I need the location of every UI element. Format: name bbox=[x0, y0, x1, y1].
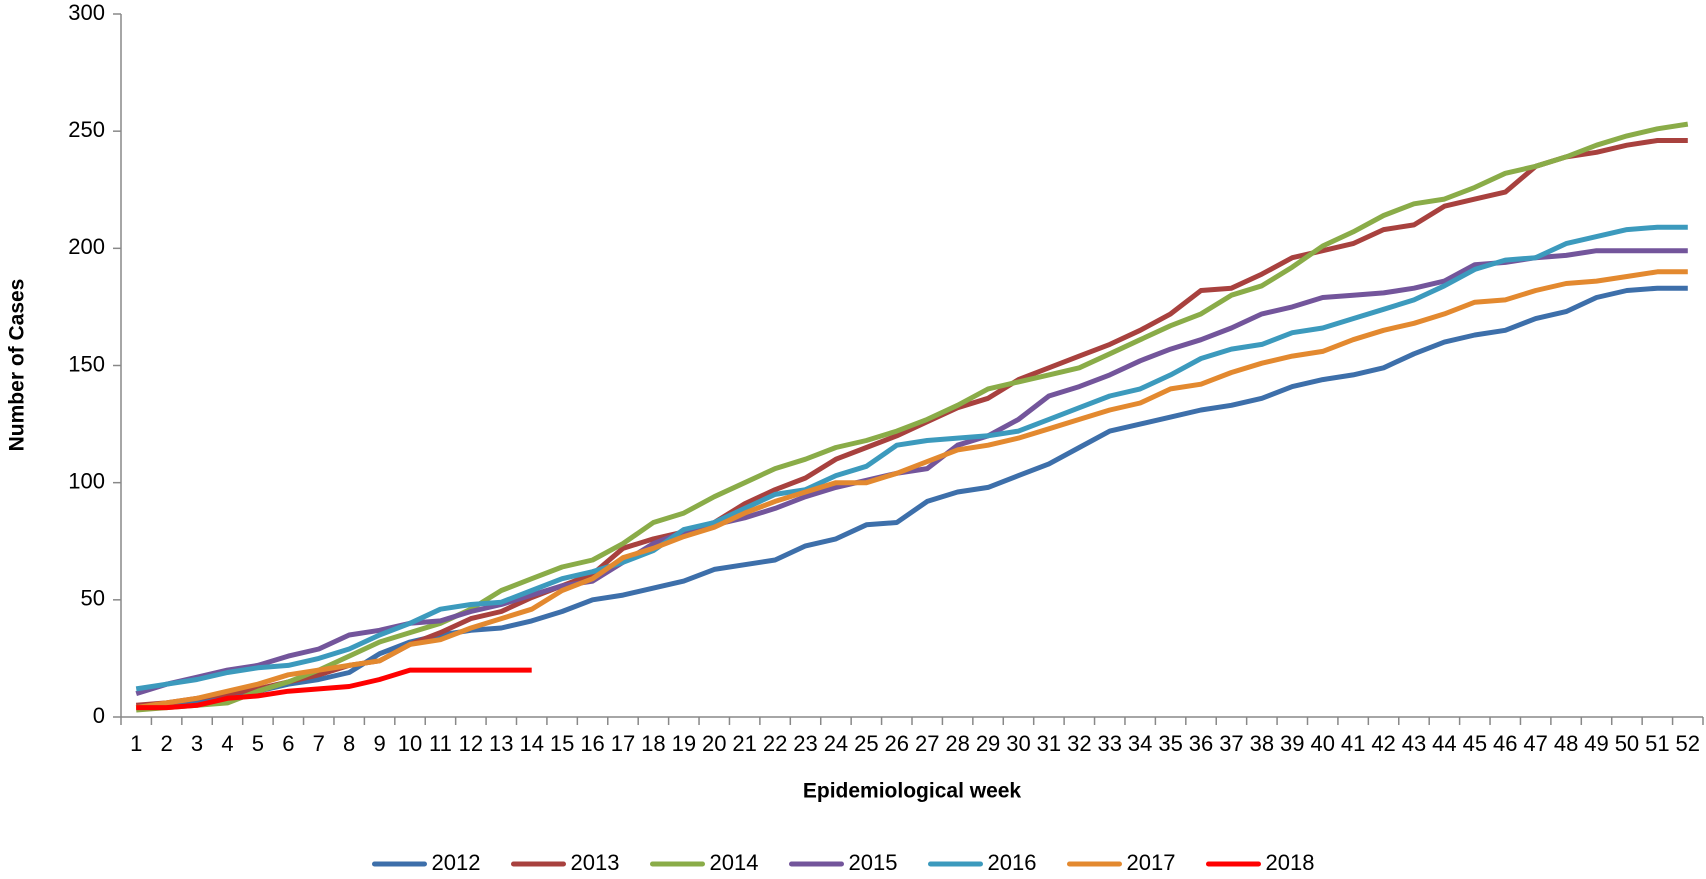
y-tick-label: 0 bbox=[93, 703, 105, 728]
x-tick-label: 17 bbox=[611, 731, 635, 756]
x-tick-label: 44 bbox=[1432, 731, 1456, 756]
x-tick-label: 6 bbox=[282, 731, 294, 756]
x-tick-label: 28 bbox=[945, 731, 969, 756]
legend-label: 2012 bbox=[432, 850, 481, 875]
x-tick-label: 29 bbox=[976, 731, 1000, 756]
x-tick-label: 37 bbox=[1219, 731, 1243, 756]
x-tick-label: 38 bbox=[1250, 731, 1274, 756]
y-axis-title: Number of Cases bbox=[6, 279, 29, 452]
x-tick-label: 39 bbox=[1280, 731, 1304, 756]
x-tick-label: 13 bbox=[489, 731, 513, 756]
x-tick-label: 2 bbox=[161, 731, 173, 756]
x-tick-label: 8 bbox=[343, 731, 355, 756]
x-axis-title: Epidemiological week bbox=[803, 780, 1022, 803]
series-line bbox=[136, 285, 1688, 711]
x-tick-label: 33 bbox=[1098, 731, 1122, 756]
y-tick-label: 150 bbox=[68, 351, 105, 376]
x-tick-label: 10 bbox=[398, 731, 422, 756]
x-tick-label: 22 bbox=[763, 731, 787, 756]
x-tick-label: 27 bbox=[915, 731, 939, 756]
x-tick-label: 20 bbox=[702, 731, 726, 756]
series-line bbox=[136, 121, 1689, 713]
x-tick-label: 19 bbox=[672, 731, 696, 756]
x-tick-label: 14 bbox=[519, 731, 543, 756]
x-tick-label: 49 bbox=[1584, 731, 1608, 756]
legend-label: 2014 bbox=[710, 850, 759, 875]
legend-label: 2013 bbox=[571, 850, 620, 875]
legend-label: 2016 bbox=[988, 850, 1037, 875]
x-tick-label: 12 bbox=[459, 731, 483, 756]
x-tick-label: 35 bbox=[1158, 731, 1182, 756]
x-tick-label: 45 bbox=[1463, 731, 1487, 756]
x-tick-label: 43 bbox=[1402, 731, 1426, 756]
x-tick-label: 41 bbox=[1341, 731, 1365, 756]
x-tick-label: 50 bbox=[1615, 731, 1639, 756]
legend-label: 2018 bbox=[1266, 850, 1315, 875]
x-tick-label: 48 bbox=[1554, 731, 1578, 756]
x-tick-label: 24 bbox=[824, 731, 848, 756]
x-tick-label: 5 bbox=[252, 731, 264, 756]
x-tick-label: 11 bbox=[429, 731, 452, 756]
x-tick-label: 34 bbox=[1128, 731, 1152, 756]
x-tick-label: 42 bbox=[1371, 731, 1395, 756]
x-tick-label: 32 bbox=[1067, 731, 1091, 756]
series-line bbox=[135, 248, 1688, 696]
x-tick-label: 46 bbox=[1493, 731, 1517, 756]
x-tick-label: 21 bbox=[732, 731, 756, 756]
x-tick-label: 15 bbox=[550, 731, 574, 756]
x-tick-label: 40 bbox=[1310, 731, 1334, 756]
x-tick-label: 7 bbox=[313, 731, 325, 756]
x-tick-label: 25 bbox=[854, 731, 878, 756]
x-tick-label: 9 bbox=[373, 731, 385, 756]
series-line bbox=[136, 667, 532, 711]
x-tick-label: 31 bbox=[1037, 731, 1061, 756]
x-tick-label: 47 bbox=[1523, 731, 1547, 756]
x-tick-label: 3 bbox=[191, 731, 203, 756]
series-line bbox=[135, 269, 1688, 711]
x-tick-label: 18 bbox=[641, 731, 665, 756]
x-tick-label: 36 bbox=[1189, 731, 1213, 756]
legend-label: 2017 bbox=[1127, 850, 1176, 875]
y-tick-label: 100 bbox=[68, 468, 105, 493]
x-tick-label: 26 bbox=[885, 731, 909, 756]
x-tick-label: 1 bbox=[130, 731, 142, 756]
y-tick-label: 250 bbox=[68, 117, 105, 142]
x-tick-label: 16 bbox=[580, 731, 604, 756]
x-tick-label: 4 bbox=[221, 731, 233, 756]
series-line bbox=[135, 224, 1688, 692]
legend-label: 2015 bbox=[849, 850, 898, 875]
y-tick-label: 50 bbox=[81, 586, 105, 611]
x-tick-label: 30 bbox=[1006, 731, 1030, 756]
x-tick-label: 52 bbox=[1676, 731, 1700, 756]
y-tick-label: 300 bbox=[68, 0, 105, 25]
x-tick-label: 23 bbox=[793, 731, 817, 756]
y-tick-label: 200 bbox=[68, 234, 105, 259]
x-tick-label: 51 bbox=[1645, 731, 1669, 756]
